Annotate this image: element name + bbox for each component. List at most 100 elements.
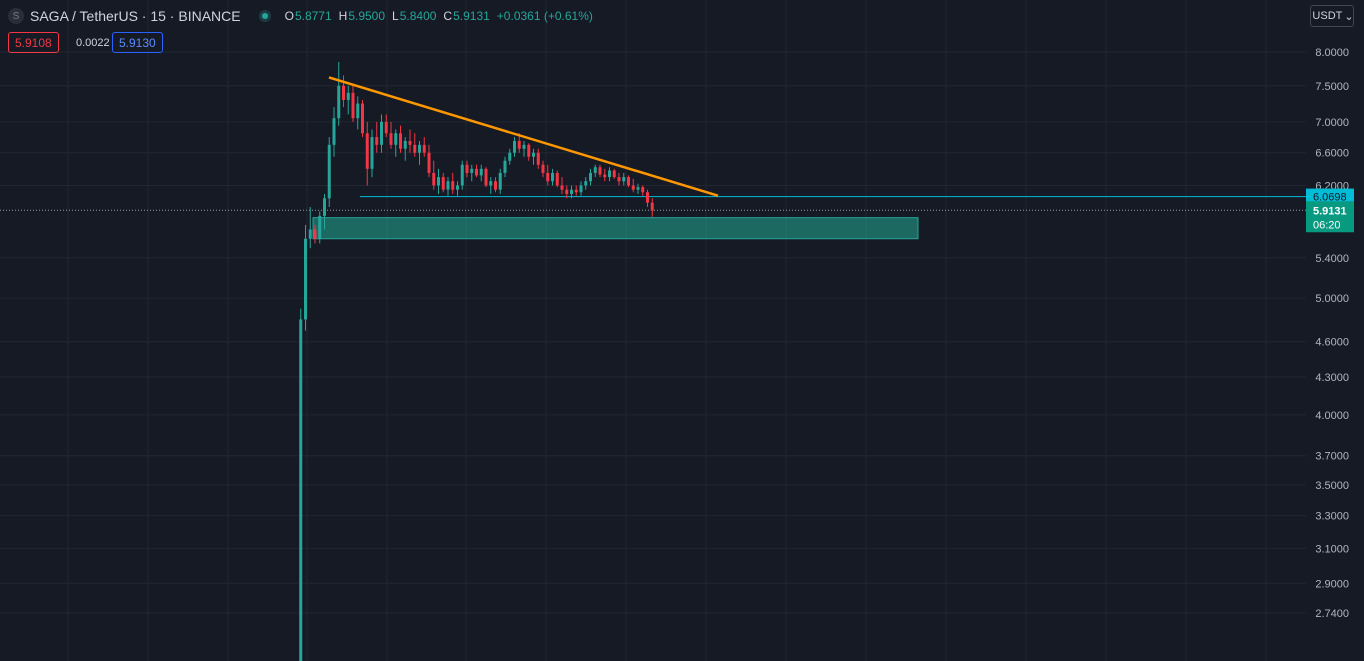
candle [389, 121, 393, 149]
support-zone[interactable] [312, 217, 919, 240]
candle-body [503, 160, 507, 173]
market-open-icon[interactable] [258, 10, 271, 22]
candle [437, 168, 440, 194]
candle-body [399, 133, 402, 149]
candle [608, 167, 611, 182]
candle [342, 75, 345, 108]
candle-body [389, 133, 393, 145]
candle [513, 137, 516, 157]
candle-body [408, 140, 412, 145]
symbol-logo-icon[interactable]: S [8, 8, 24, 24]
candle [351, 85, 355, 122]
candle-body [494, 181, 497, 190]
candle [498, 168, 502, 194]
chart-grid [0, 0, 1306, 661]
candle [612, 168, 616, 179]
symbol-title[interactable]: SAGA / TetherUS · 15 · BINANCE [30, 8, 241, 24]
candle-body [536, 152, 540, 165]
candle [460, 160, 464, 190]
candle [560, 177, 564, 194]
candle-body [498, 172, 502, 190]
candle-body [608, 170, 611, 178]
currency-label: USDT [1312, 10, 1343, 22]
candle-body [612, 170, 616, 178]
candle-body [522, 144, 526, 149]
candle [584, 177, 588, 190]
candle [650, 198, 654, 217]
candle [527, 143, 531, 161]
candle-body [560, 185, 564, 190]
candle-body [327, 144, 331, 199]
price-tick-label: 6.6000 [1315, 148, 1349, 160]
candle [484, 167, 488, 188]
candle-body [517, 140, 521, 149]
hline-price-text: 6.0698 [1313, 192, 1347, 204]
price-tick-label: 5.0000 [1315, 293, 1349, 305]
candle-body [422, 144, 426, 153]
ohlc-open: O5.8771 [284, 9, 332, 23]
candle-body [627, 177, 630, 186]
ohlc-values: O5.8771 H5.9500 L5.8400 C5.9131 +0.0361 … [285, 9, 593, 23]
candle [541, 160, 545, 178]
last-price-label: 5.9131 06:20 [1306, 201, 1354, 233]
candle-body [370, 137, 374, 169]
candle-body [541, 164, 545, 173]
candle [522, 140, 526, 157]
candle [617, 172, 621, 186]
candle-body [304, 238, 307, 320]
candle [579, 181, 583, 196]
candle-body [323, 198, 326, 216]
ohlc-high: H5.9500 [338, 9, 386, 23]
price-tick-label: 3.5000 [1315, 480, 1349, 492]
candle [622, 172, 626, 186]
buy-price-button[interactable]: 5.9130 [112, 32, 163, 53]
price-tick-label: 2.7400 [1315, 608, 1349, 620]
candle-body [484, 168, 488, 186]
price-tick-label: 4.0000 [1315, 410, 1349, 422]
currency-button[interactable]: USDT ⌄ [1310, 5, 1354, 27]
trendline[interactable] [328, 76, 719, 197]
candle-body [380, 121, 383, 145]
candle [346, 85, 350, 115]
price-tick-label: 7.5000 [1315, 81, 1349, 93]
candle [394, 129, 398, 157]
candle [593, 164, 597, 178]
price-axis: 8.00007.50007.00006.60006.20005.40005.00… [1315, 47, 1349, 620]
candle [451, 172, 455, 194]
candle-body [346, 92, 350, 100]
candle [551, 168, 554, 186]
candle-body [641, 187, 645, 193]
candle [546, 164, 550, 186]
candle-body [579, 185, 583, 193]
candle [408, 129, 412, 153]
candle-body [622, 177, 626, 182]
candle [627, 175, 630, 188]
candle [641, 185, 645, 196]
candle-body [527, 144, 531, 157]
candle-body [403, 140, 407, 149]
candle-body [418, 144, 421, 153]
candle-body [361, 103, 364, 134]
candle-body [574, 189, 578, 193]
candles [299, 61, 654, 661]
candle-body [437, 177, 440, 186]
candle [456, 181, 459, 196]
candle-body [631, 185, 635, 190]
candle-body [593, 167, 597, 173]
candle [465, 160, 469, 178]
candle [304, 224, 307, 331]
candle-body [308, 229, 312, 239]
sell-price-button[interactable]: 5.9108 [8, 32, 59, 53]
ohlc-low: L5.8400 [392, 9, 437, 23]
candle-body [479, 168, 483, 176]
price-tick-label: 5.4000 [1315, 253, 1349, 265]
ohlc-close: C5.9131 [443, 9, 490, 23]
candle-body [413, 144, 417, 153]
candle [631, 178, 635, 193]
candle-body [446, 181, 450, 190]
candle [603, 168, 607, 182]
candle-body [342, 85, 345, 100]
candle-body [570, 189, 573, 194]
candle-body [489, 181, 493, 186]
